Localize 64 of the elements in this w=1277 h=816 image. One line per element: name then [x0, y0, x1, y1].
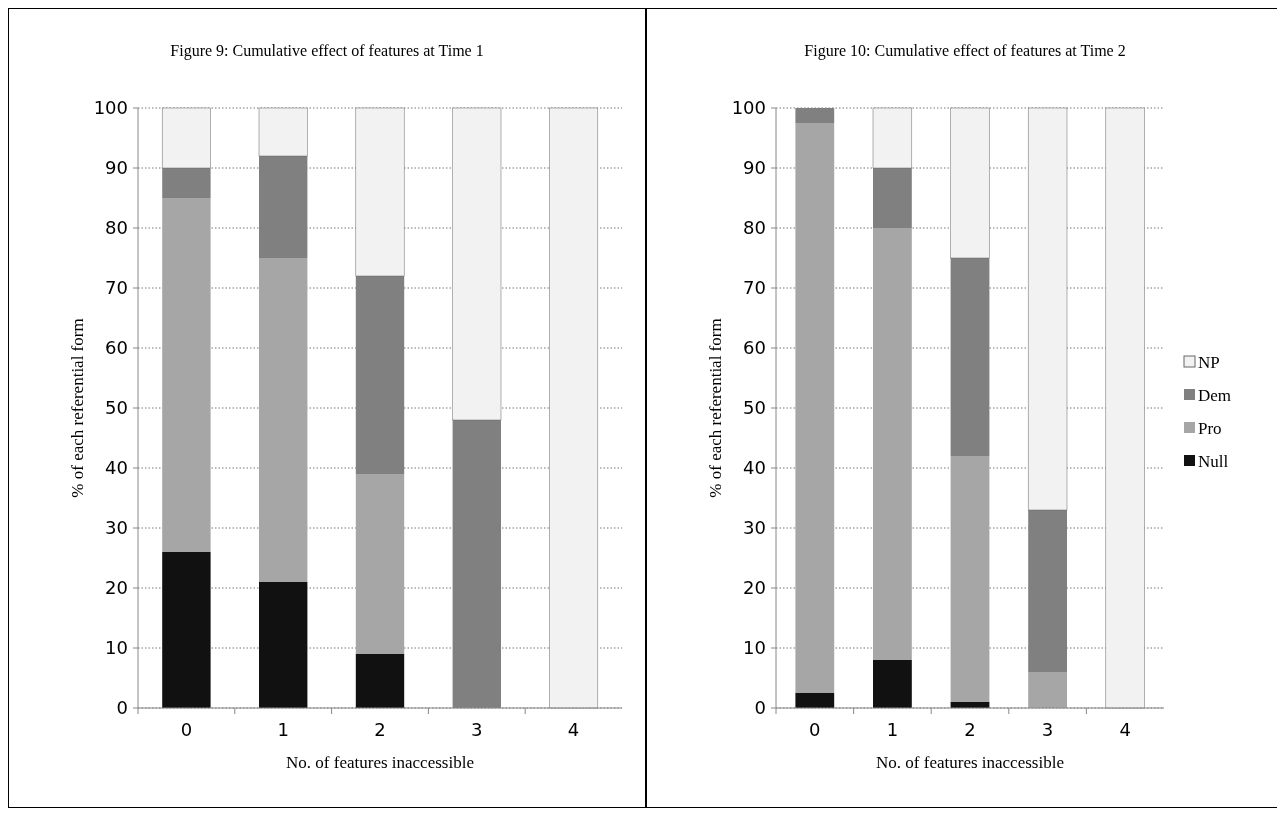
x-tick-label: 1 [277, 719, 289, 740]
bar [950, 107, 990, 259]
y-tick-label: 50 [743, 397, 766, 419]
y-tick-label: 60 [105, 337, 128, 359]
x-axis-title: No. of features inaccessible [876, 753, 1064, 772]
bar [873, 228, 912, 660]
legend-label: Pro [1198, 418, 1222, 438]
bar [161, 107, 211, 169]
y-tick-label: 10 [105, 637, 128, 659]
y-tick-label: 40 [105, 457, 128, 479]
x-tick-label: 3 [471, 719, 483, 740]
bar [355, 474, 405, 654]
y-tick-label: 60 [743, 337, 766, 359]
y-tick-label: 80 [743, 217, 766, 239]
bar [355, 107, 405, 277]
chart-title: Figure 9: Cumulative effect of features at Time 1 [170, 42, 484, 60]
y-tick-label: 80 [105, 217, 128, 239]
bar [549, 107, 599, 709]
legend-label: NP [1198, 352, 1220, 372]
bar [162, 168, 211, 198]
bar [259, 258, 308, 582]
y-tick-label: 90 [105, 157, 128, 179]
y-tick-label: 0 [116, 697, 128, 719]
y-tick-label: 30 [105, 517, 128, 539]
x-tick-label: 1 [886, 719, 899, 740]
y-tick-label: 100 [93, 97, 128, 119]
y-axis-title: % of each referential form [68, 318, 87, 498]
bar [452, 107, 502, 421]
y-tick-label: 40 [743, 457, 766, 479]
x-tick-label: 4 [567, 719, 580, 740]
x-tick-label: 2 [964, 719, 976, 740]
legend-label: Null [1198, 451, 1229, 471]
bar [1028, 672, 1067, 708]
y-tick-label: 90 [743, 157, 766, 179]
x-tick-label: 3 [1041, 719, 1054, 740]
bar [162, 198, 211, 552]
y-tick-label: 70 [105, 277, 128, 299]
y-tick-label: 50 [105, 397, 128, 419]
x-tick-label: 4 [1119, 719, 1131, 740]
bar [872, 107, 913, 169]
y-axis-title: % of each referential form [706, 318, 725, 498]
y-tick-label: 20 [743, 577, 766, 599]
x-tick-label: 0 [809, 719, 821, 740]
x-tick-label: 2 [374, 719, 386, 740]
chart-title: Figure 10: Cumulative effect of features at Time 2 [804, 42, 1126, 60]
x-tick-label: 0 [180, 719, 193, 740]
bar [795, 123, 835, 693]
bar [1027, 107, 1068, 511]
y-tick-label: 10 [743, 637, 766, 659]
bar [259, 582, 308, 708]
bar [950, 456, 990, 702]
bar [162, 552, 211, 708]
bar [873, 660, 912, 708]
y-tick-label: 30 [743, 517, 766, 539]
y-tick-label: 0 [754, 697, 766, 719]
bar [258, 107, 308, 157]
y-tick-label: 20 [105, 577, 128, 599]
x-axis-title: No. of features inaccessible [286, 753, 474, 772]
y-tick-label: 100 [731, 97, 766, 119]
bar [1105, 107, 1145, 709]
bar [795, 693, 835, 708]
y-tick-label: 70 [743, 277, 766, 299]
bar [355, 654, 405, 708]
legend-label: Dem [1198, 385, 1232, 405]
